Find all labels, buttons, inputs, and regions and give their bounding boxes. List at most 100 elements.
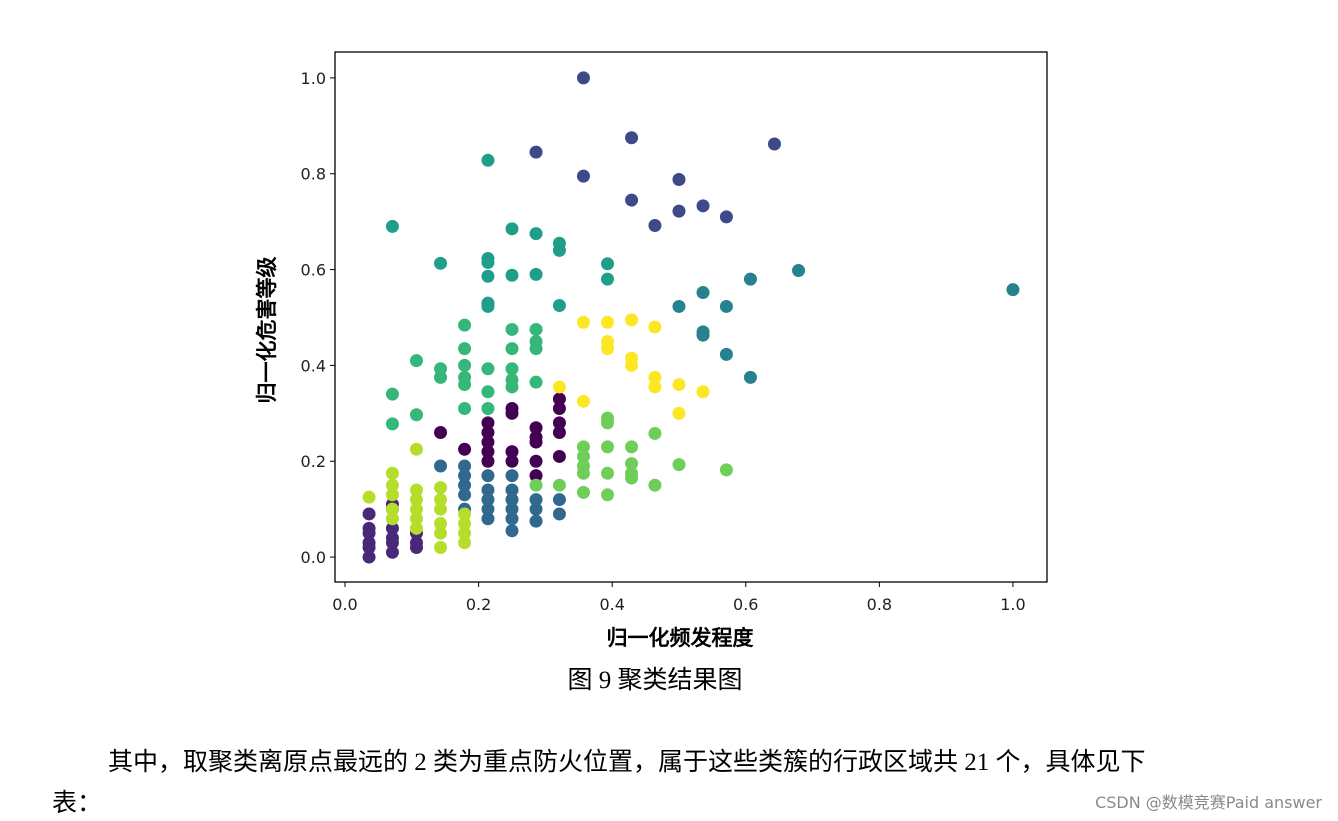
scatter-point <box>552 416 566 430</box>
scatter-point <box>505 512 519 526</box>
y-tick-label: 0.2 <box>301 452 326 471</box>
scatter-point <box>672 378 686 392</box>
scatter-point <box>625 440 639 454</box>
x-tick-label: 0.0 <box>332 595 357 614</box>
scatter-point <box>696 328 710 342</box>
figure-caption: 图 9 聚类结果图 <box>567 666 742 694</box>
watermark: CSDN @数模竞赛Paid answer <box>1095 793 1322 812</box>
scatter-point <box>362 550 376 564</box>
scatter-point <box>385 417 399 431</box>
scatter-point <box>719 463 733 477</box>
scatter-point <box>576 315 590 329</box>
scatter-point <box>576 485 590 499</box>
scatter-point <box>529 267 543 281</box>
scatter-point <box>601 466 615 480</box>
scatter-point <box>409 502 423 516</box>
scatter-point <box>601 440 615 454</box>
scatter-point <box>792 264 806 278</box>
scatter-point <box>505 493 519 507</box>
scatter-point <box>409 493 423 507</box>
scatter-point <box>385 531 399 545</box>
y-axis-label: 归一化危害等级 <box>254 257 279 404</box>
scatter-point <box>434 459 448 473</box>
scatter-point <box>767 137 781 151</box>
scatter-point <box>625 193 639 207</box>
scatter-point <box>601 416 615 430</box>
scatter-point <box>409 512 423 526</box>
scatter-point <box>672 458 686 472</box>
scatter-point <box>552 402 566 416</box>
scatter-point <box>481 255 495 269</box>
scatter-point <box>481 425 495 439</box>
scatter-point <box>505 362 519 376</box>
scatter-point <box>505 342 519 356</box>
scatter-point <box>719 347 733 361</box>
scatter-point <box>505 406 519 420</box>
scatter-point <box>601 272 615 286</box>
scatter-point <box>409 442 423 456</box>
scatter-point <box>458 442 472 456</box>
scatter-point <box>409 408 423 422</box>
scatter-point <box>529 421 543 435</box>
scatter-point <box>481 493 495 507</box>
scatter-point <box>625 358 639 372</box>
scatter-point <box>458 507 472 521</box>
scatter-point <box>696 199 710 213</box>
scatter-point <box>505 469 519 483</box>
scatter-point <box>385 545 399 559</box>
scatter-point <box>385 521 399 535</box>
scatter-point <box>505 483 519 497</box>
scatter-point <box>385 466 399 480</box>
scatter-point <box>529 469 543 483</box>
scatter-point <box>625 313 639 327</box>
scatter-point <box>434 502 448 516</box>
scatter-point <box>648 478 662 492</box>
scatter-point <box>458 536 472 550</box>
scatter-point <box>648 320 662 334</box>
scatter-point <box>601 488 615 502</box>
scatter-point <box>696 286 710 300</box>
scatter-point <box>362 490 376 504</box>
scatter-point <box>552 449 566 463</box>
scatter-point <box>481 512 495 526</box>
scatter-point <box>458 517 472 531</box>
scatter-point <box>576 169 590 183</box>
scatter-point <box>576 466 590 480</box>
scatter-point <box>743 370 757 384</box>
scatter-point <box>552 425 566 439</box>
scatter-point <box>505 524 519 538</box>
scatter-point <box>601 342 615 356</box>
scatter-point <box>481 385 495 399</box>
x-tick-label: 0.4 <box>599 595 624 614</box>
scatter-point <box>434 256 448 270</box>
scatter-point <box>625 457 639 471</box>
scatter-point <box>648 218 662 232</box>
scatter-point <box>672 204 686 218</box>
scatter-point <box>505 322 519 336</box>
scatter-point <box>529 375 543 389</box>
scatter-point <box>505 445 519 459</box>
scatter-point <box>576 71 590 85</box>
scatter-point <box>696 385 710 399</box>
scatter-point <box>458 526 472 540</box>
scatter-point <box>458 459 472 473</box>
scatter-point <box>505 268 519 282</box>
x-axis-label: 归一化频发程度 <box>607 625 754 650</box>
scatter-point <box>648 370 662 384</box>
scatter-point <box>625 471 639 485</box>
scatter-point <box>409 354 423 368</box>
x-tick-label: 0.2 <box>466 595 491 614</box>
scatter-point <box>625 131 639 145</box>
scatter-point <box>362 536 376 550</box>
scatter-point <box>458 478 472 492</box>
x-tick-label: 0.8 <box>867 595 892 614</box>
scatter-point <box>481 454 495 468</box>
scatter-point <box>672 406 686 420</box>
scatter-point <box>529 493 543 507</box>
scatter-point <box>743 272 757 286</box>
y-tick-label: 0.8 <box>301 165 326 184</box>
scatter-point <box>362 521 376 535</box>
scatter-point <box>601 257 615 271</box>
scatter-point <box>529 454 543 468</box>
scatter-point <box>529 322 543 336</box>
